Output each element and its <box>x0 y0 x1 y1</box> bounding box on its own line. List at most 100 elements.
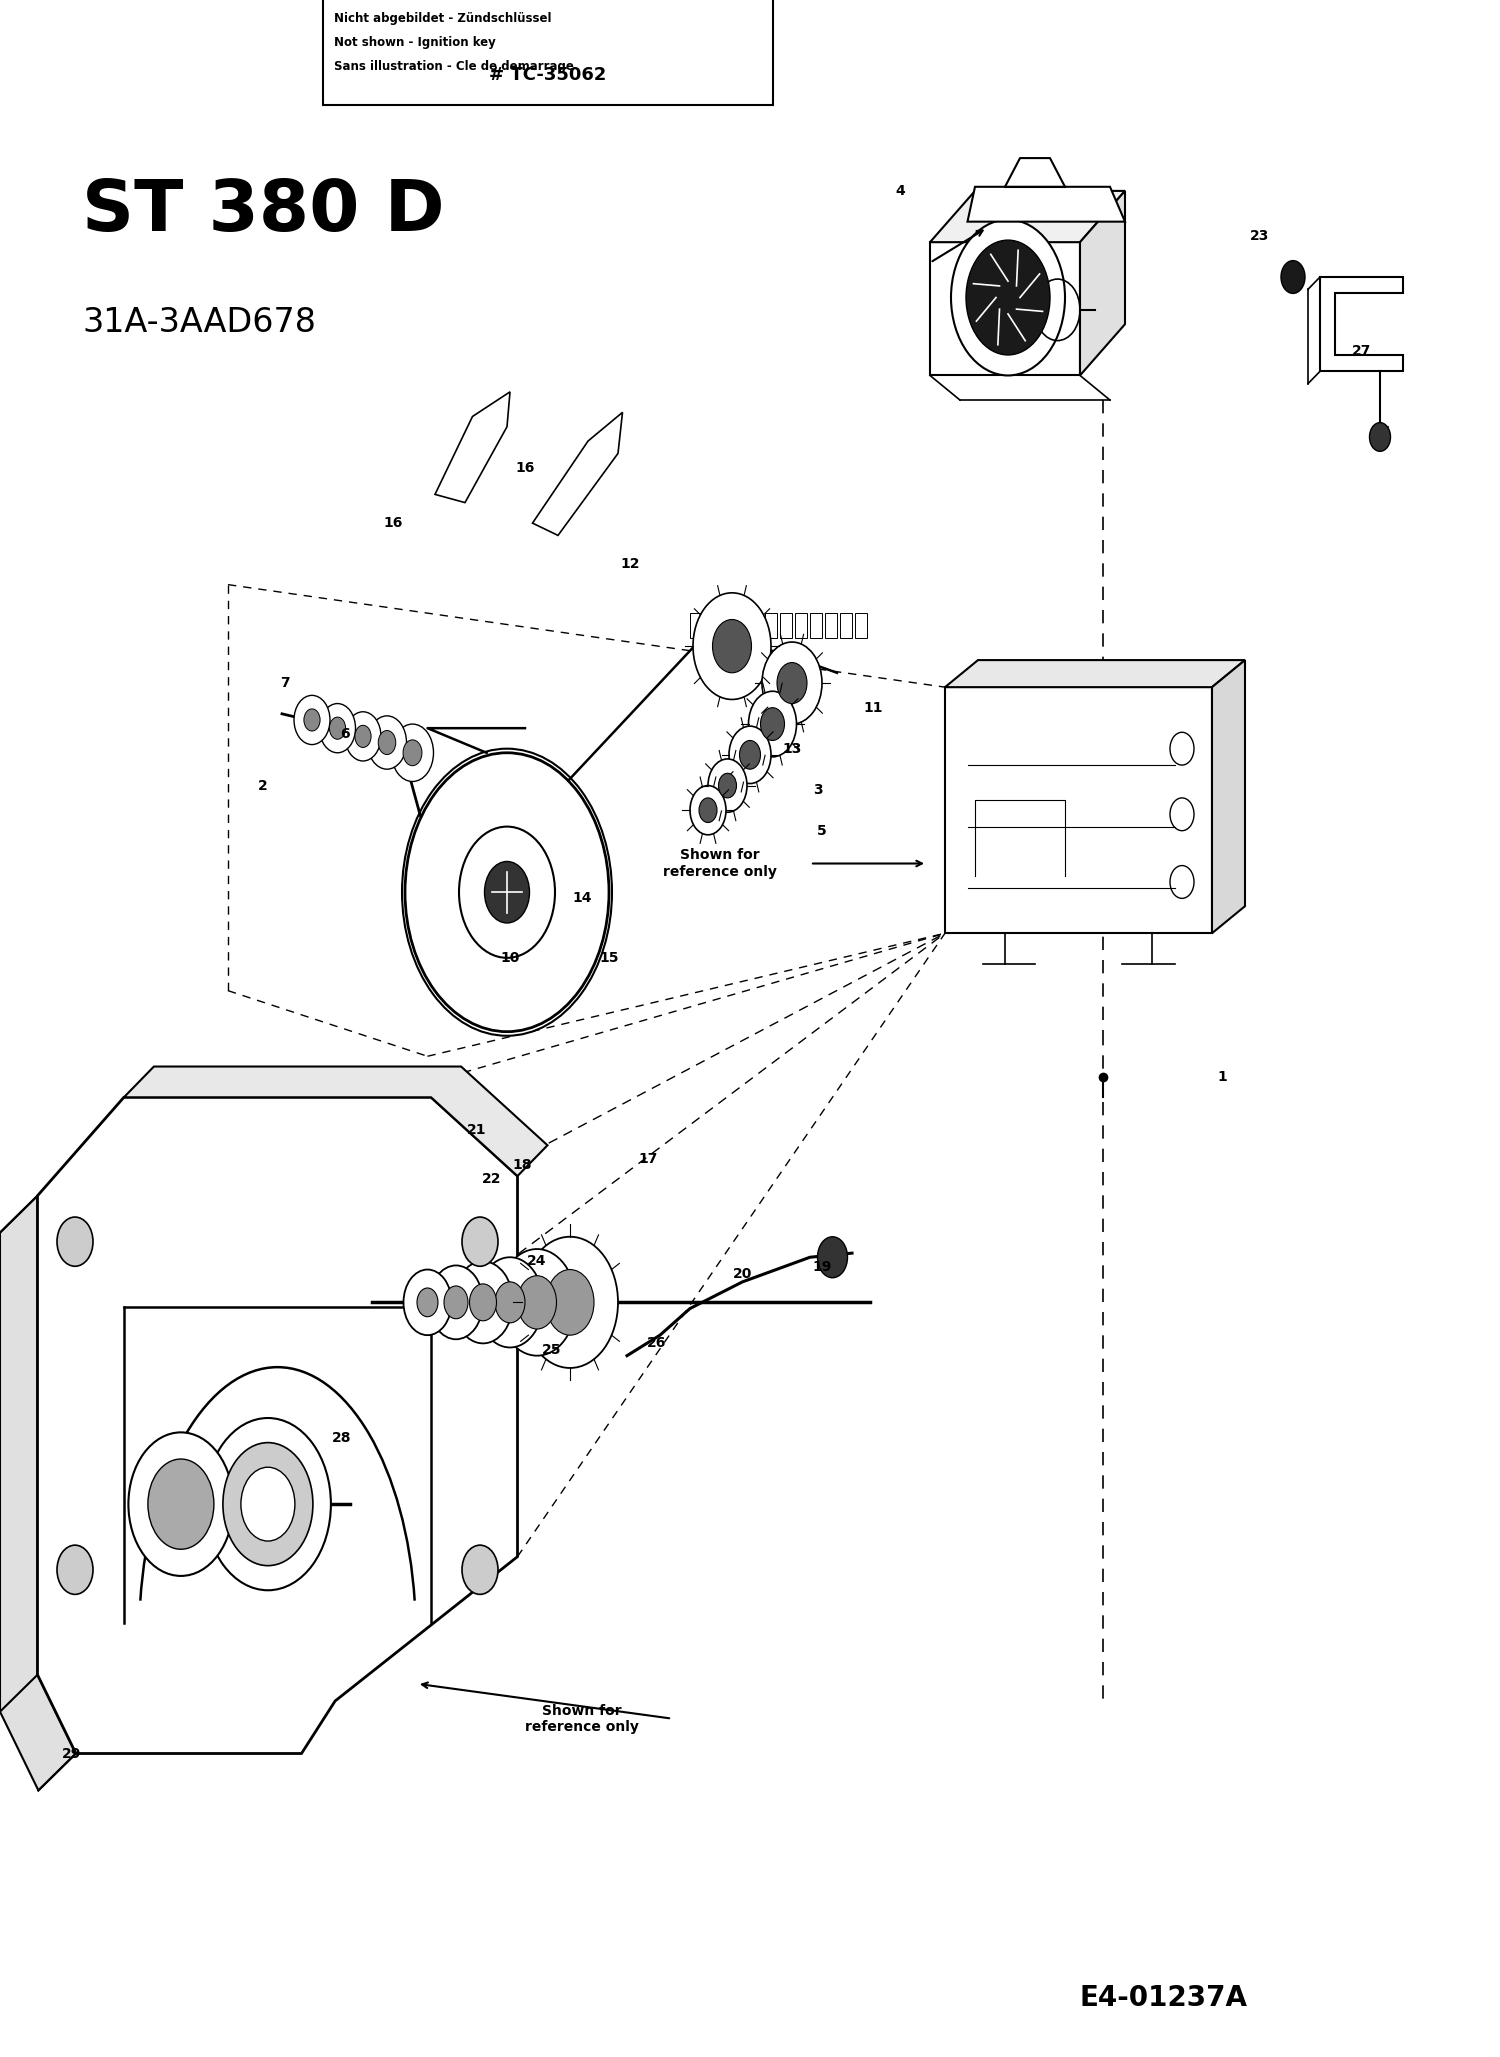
Polygon shape <box>1080 191 1125 376</box>
Text: Not shown - Ignition key: Not shown - Ignition key <box>334 37 496 49</box>
Circle shape <box>356 726 370 747</box>
FancyBboxPatch shape <box>322 0 772 105</box>
Text: 28: 28 <box>333 1432 351 1444</box>
Circle shape <box>690 786 726 835</box>
Circle shape <box>546 1269 594 1335</box>
Text: 15: 15 <box>598 950 618 965</box>
Circle shape <box>453 1261 513 1343</box>
Text: ST 380 D: ST 380 D <box>82 177 446 247</box>
Circle shape <box>462 1545 498 1594</box>
Circle shape <box>729 726 771 784</box>
Text: 14: 14 <box>573 891 591 905</box>
Text: 25: 25 <box>543 1343 561 1356</box>
Circle shape <box>777 662 807 703</box>
Circle shape <box>459 827 555 959</box>
Bar <box>765 613 777 638</box>
Circle shape <box>518 1275 556 1329</box>
Circle shape <box>760 708 784 741</box>
Text: 20: 20 <box>734 1267 752 1282</box>
Circle shape <box>762 642 822 724</box>
Polygon shape <box>0 1195 76 1790</box>
Text: Shown for
reference only: Shown for reference only <box>525 1703 639 1734</box>
Text: 26: 26 <box>648 1337 666 1349</box>
Text: 7: 7 <box>280 677 290 689</box>
Circle shape <box>740 741 760 769</box>
Circle shape <box>129 1432 234 1576</box>
Text: 1: 1 <box>1218 1070 1227 1084</box>
Polygon shape <box>38 1096 518 1753</box>
Circle shape <box>320 703 356 753</box>
Text: 3: 3 <box>813 784 822 796</box>
Polygon shape <box>124 1066 548 1177</box>
Circle shape <box>206 1417 332 1590</box>
Circle shape <box>1370 422 1390 450</box>
Text: 5: 5 <box>818 823 827 837</box>
Circle shape <box>951 220 1065 376</box>
Text: 12: 12 <box>621 557 639 572</box>
Circle shape <box>712 619 752 673</box>
Text: 23: 23 <box>1251 228 1269 243</box>
Circle shape <box>444 1286 468 1319</box>
Circle shape <box>368 716 407 769</box>
Circle shape <box>57 1545 93 1594</box>
Polygon shape <box>968 187 1125 222</box>
Text: 19: 19 <box>813 1261 831 1275</box>
Bar <box>780 613 792 638</box>
Text: Sans illustration - Cle de demarrage: Sans illustration - Cle de demarrage <box>334 60 574 72</box>
Circle shape <box>224 1442 314 1565</box>
Text: 9: 9 <box>698 864 706 878</box>
Text: 21: 21 <box>468 1123 486 1138</box>
Circle shape <box>477 1257 543 1347</box>
Circle shape <box>498 1249 576 1356</box>
Bar <box>705 613 717 638</box>
Text: 22: 22 <box>483 1172 501 1187</box>
Polygon shape <box>435 393 510 502</box>
Text: 27: 27 <box>1353 344 1371 358</box>
Bar <box>810 613 822 638</box>
Text: Shown for
reference only: Shown for reference only <box>663 847 777 878</box>
Text: 13: 13 <box>783 743 801 755</box>
Circle shape <box>304 710 320 730</box>
Bar <box>735 613 747 638</box>
Text: 29: 29 <box>63 1746 81 1761</box>
Circle shape <box>345 712 381 761</box>
Circle shape <box>392 724 433 782</box>
Circle shape <box>699 798 717 823</box>
Bar <box>690 613 702 638</box>
Bar <box>825 613 837 638</box>
Text: E4-01237A: E4-01237A <box>1080 1983 1248 2012</box>
Circle shape <box>378 730 396 755</box>
Text: 18: 18 <box>512 1158 531 1172</box>
Circle shape <box>495 1282 525 1323</box>
Text: 31A-3AAD678: 31A-3AAD678 <box>82 306 316 339</box>
Text: Nicht abgebildet - Zündschlüssel: Nicht abgebildet - Zündschlüssel <box>334 12 552 25</box>
Circle shape <box>330 718 345 738</box>
Bar <box>720 613 732 638</box>
Polygon shape <box>945 660 1245 687</box>
Polygon shape <box>945 687 1212 934</box>
Circle shape <box>484 862 530 924</box>
Polygon shape <box>532 411 622 535</box>
Text: 17: 17 <box>639 1152 657 1166</box>
Text: 8: 8 <box>758 864 766 878</box>
Text: 10: 10 <box>501 950 519 965</box>
Text: 4: 4 <box>896 183 904 197</box>
Text: 16: 16 <box>516 461 534 475</box>
Circle shape <box>462 1218 498 1267</box>
Circle shape <box>404 741 422 765</box>
Circle shape <box>470 1284 496 1321</box>
Circle shape <box>693 592 771 699</box>
Bar <box>795 613 807 638</box>
Circle shape <box>522 1236 618 1368</box>
Bar <box>855 613 867 638</box>
Circle shape <box>966 241 1050 356</box>
Polygon shape <box>1320 278 1402 372</box>
Circle shape <box>718 773 736 798</box>
Text: 16: 16 <box>384 516 402 531</box>
Circle shape <box>708 759 747 813</box>
Circle shape <box>57 1218 93 1267</box>
Text: # TC-35062: # TC-35062 <box>489 66 606 84</box>
Bar <box>840 613 852 638</box>
Polygon shape <box>930 243 1080 376</box>
Text: 24: 24 <box>528 1255 546 1269</box>
